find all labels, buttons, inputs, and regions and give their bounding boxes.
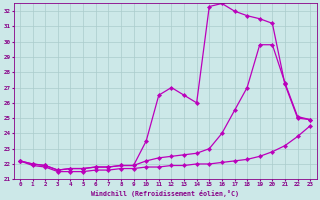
X-axis label: Windchill (Refroidissement éolien,°C): Windchill (Refroidissement éolien,°C)	[91, 190, 239, 197]
